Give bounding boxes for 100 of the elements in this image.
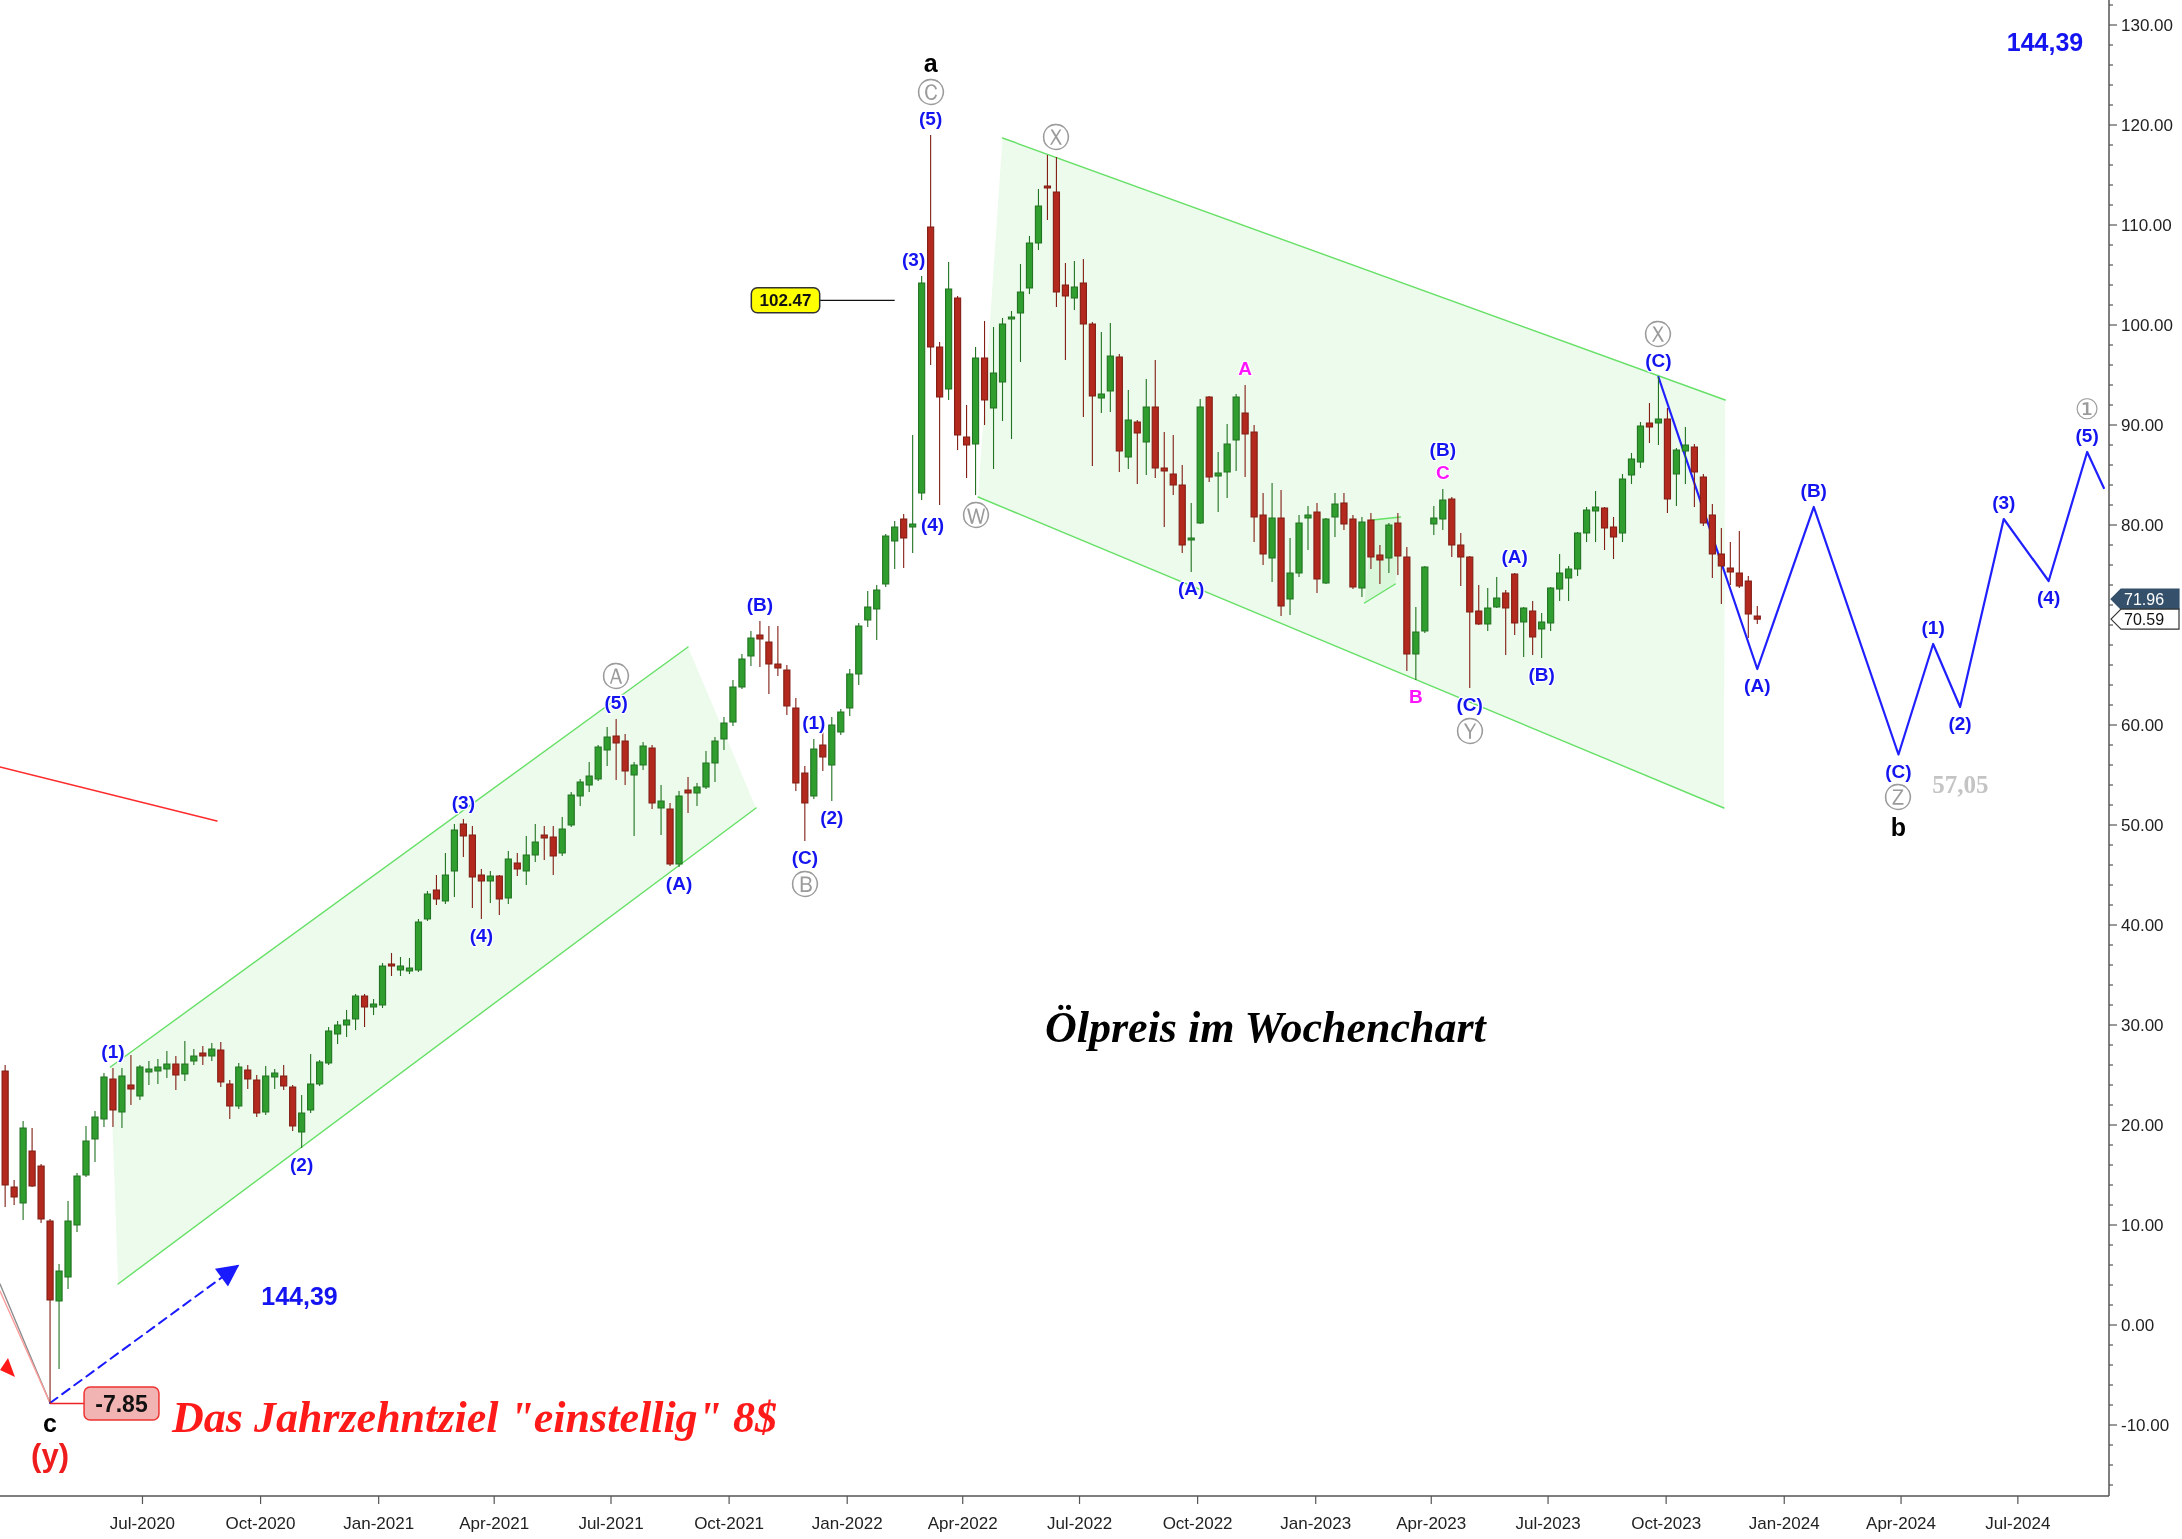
candlestick [855,622,863,686]
candlestick [1142,378,1150,476]
x-tick-label: Jul-2024 [1985,1513,2051,1533]
candlestick [837,708,845,736]
candlestick [675,790,683,868]
candlestick [1520,606,1528,658]
candlestick [1097,331,1105,414]
candlestick [459,818,467,858]
candlestick [540,825,548,861]
candlestick [1070,260,1078,311]
annotation: (5) [2075,425,2099,446]
candlestick [423,890,432,922]
x-tick-label: Jul-2021 [578,1513,644,1533]
candlestick [971,346,980,496]
candlestick [1169,434,1177,496]
annotation: (3) [451,792,476,813]
annotation: Ⓒ [916,75,945,109]
candlestick [495,874,503,916]
candlestick [127,1054,135,1106]
candlestick [333,1020,342,1045]
annotation: (C) [1885,760,1912,782]
annotation: C [1435,462,1450,483]
annotation: Ⓧ [1644,317,1673,351]
candlestick [289,1084,297,1132]
annotation: (A) [1501,546,1528,567]
candlestick [1007,310,1016,440]
candlestick [468,825,476,909]
candlestick [118,1067,126,1129]
candlestick [369,998,378,1016]
text: Ölpreis im Wochenchart [1044,1003,1488,1053]
candlestick [271,1068,279,1090]
annotation: 144,39 [2006,28,2084,56]
annotation: ① [2074,392,2100,426]
annotation: Ⓑ [790,867,819,901]
y-tick-label: -10.00 [2121,1415,2170,1435]
candlestick [927,134,935,366]
candlestick [1,1064,9,1208]
candlestick [441,852,450,905]
x-tick-label: Oct-2022 [1162,1513,1233,1533]
candlestick [909,434,917,554]
text: 71.96 [2124,590,2165,608]
candlestick [900,513,908,569]
candlestick [1025,235,1034,295]
candlestick [477,868,485,920]
candlestick [1645,402,1654,444]
candlestick [1313,502,1321,594]
x-tick-label: Jan-2023 [1280,1513,1352,1533]
line-series [1657,375,2105,756]
x-tick-label: Oct-2021 [694,1513,765,1533]
candlestick [1735,530,1743,589]
annotation: (3) [902,249,926,270]
annotation: (2) [820,807,844,828]
candlestick [432,874,441,906]
candlestick [262,1065,270,1116]
candlestick [190,1048,198,1066]
y-tick-label: 110.00 [2121,215,2172,235]
y-tick-label: 120.00 [2121,115,2173,135]
x-tick-label: Jul-2023 [1515,1513,1581,1533]
candlestick [1016,263,1025,363]
candlestick [810,738,818,800]
annotation: b [1890,813,1907,841]
candlestick [1304,505,1312,551]
candlestick [1331,492,1339,538]
candlestick [1753,605,1761,625]
y-tick-label: 50.00 [2121,815,2164,835]
x-tick-label: Jul-2022 [1046,1513,1113,1533]
candlestick [1052,156,1061,308]
candlestick [307,1053,315,1114]
candlestick [396,956,405,977]
candlestick [936,341,944,506]
x-tick-label: Apr-2022 [927,1513,998,1533]
x-tick-label: Apr-2024 [1866,1513,1937,1533]
y-tick-label: 20.00 [2121,1115,2164,1135]
candlestick [918,275,926,501]
annotation: (A) [1744,675,1771,696]
candlestick [1034,188,1043,251]
candlestick [962,404,971,479]
y-tick-label: 80.00 [2121,515,2164,535]
y-tick-label: 30.00 [2121,1015,2164,1035]
candlestick [1699,473,1707,527]
candlestick [864,590,872,628]
candlestick [873,584,881,641]
candlestick [235,1062,243,1110]
candlestick [846,668,854,717]
candlestick [316,1059,324,1087]
candlestick [1502,589,1510,656]
candlestick [10,1179,18,1206]
candlestick [648,744,656,810]
annotation: (5) [604,692,628,713]
candlestick [1205,395,1213,483]
candlestick [953,295,962,451]
annotation: (C) [1645,350,1672,371]
candlestick [486,870,494,904]
annotation: (A) [1178,578,1205,599]
candlestick [172,1055,180,1091]
candlestick [387,952,396,977]
candlestick [342,1009,351,1038]
candlestick [1538,612,1546,659]
candlestick [298,1094,306,1149]
annotation: (2) [290,1154,314,1175]
